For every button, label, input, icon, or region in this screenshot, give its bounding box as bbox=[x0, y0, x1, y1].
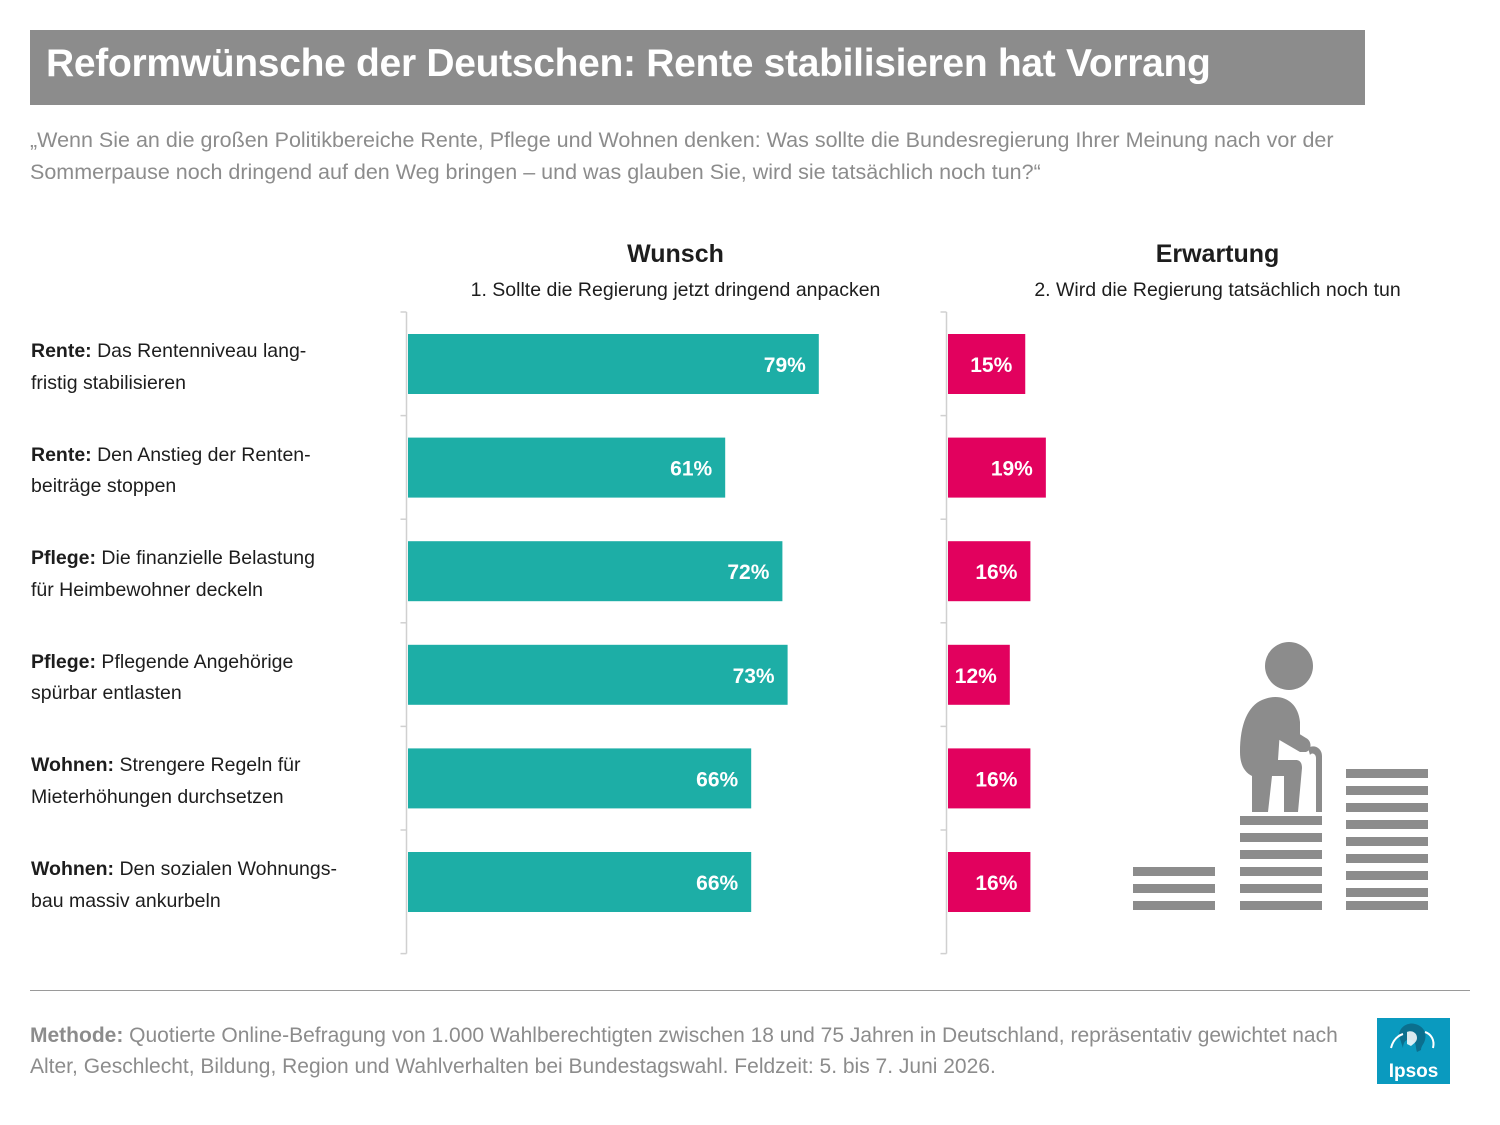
category-text-line1: Pflegende Angehörige bbox=[96, 650, 294, 673]
coin-stack-medium-icon bbox=[1240, 816, 1322, 910]
wunsch-value-label-0: 79% bbox=[764, 354, 806, 377]
erwartung-series-description: 2. Wird die Regierung tatsächlich noch t… bbox=[1034, 279, 1401, 301]
erwartung-header: Erwartung 2. Wird die Regierung tatsächl… bbox=[990, 240, 1445, 302]
category-topic: Rente: bbox=[31, 340, 92, 362]
chart-bars: 79% 61% 72% 73% 66% 66% 15% 19% 16% 12% 16% 16% bbox=[408, 334, 1046, 912]
wunsch-value-label-5: 66% bbox=[696, 872, 738, 895]
footer-divider bbox=[30, 990, 1470, 991]
wunsch-bar-1 bbox=[408, 437, 726, 498]
category-label-5: Wohnen: Den sozialen Wohnungs-bau massiv… bbox=[31, 854, 401, 917]
chart-subtitle: „Wenn Sie an die großen Politikbereiche … bbox=[30, 128, 1334, 184]
category-text-line2: Mieterhöhungen durchsetzen bbox=[31, 785, 284, 808]
category-topic: Wohnen: bbox=[31, 858, 115, 880]
category-text-line2: für Heimbewohner deckeln bbox=[31, 578, 263, 601]
erwartung-value-label-2: 16% bbox=[975, 561, 1017, 584]
coin-stack-large-icon bbox=[1346, 769, 1428, 910]
wunsch-series-description: 1. Sollte die Regierung jetzt dringend a… bbox=[470, 279, 881, 301]
erwartung-bar-2 bbox=[948, 541, 1031, 602]
wunsch-value-label-4: 66% bbox=[696, 768, 738, 791]
erwartung-value-label-4: 16% bbox=[975, 768, 1017, 791]
erwartung-value-label-1: 19% bbox=[991, 458, 1033, 481]
elderly-person-icon bbox=[1240, 642, 1322, 812]
erwartung-bar-4 bbox=[948, 748, 1031, 809]
category-topic: Pflege: bbox=[31, 547, 97, 570]
coin-stack-small-icon bbox=[1133, 867, 1215, 910]
chart-axes bbox=[400, 311, 948, 955]
category-text-line1: Strengere Regeln für bbox=[114, 754, 301, 777]
wunsch-bar-2 bbox=[408, 541, 783, 602]
erwartung-value-label-5: 16% bbox=[975, 872, 1017, 895]
category-text-line1: Den Anstieg der Renten- bbox=[91, 443, 311, 466]
ipsos-logo: Ipsos bbox=[1377, 1018, 1450, 1084]
category-text-line2: beiträge stoppen bbox=[31, 475, 177, 498]
erwartung-bar-3 bbox=[948, 644, 1010, 705]
wunsch-bar-5 bbox=[408, 852, 752, 912]
erwartung-series-name: Erwartung bbox=[1155, 240, 1280, 268]
category-topic: Pflege: bbox=[31, 650, 97, 673]
category-label-1: Rente: Den Anstieg der Renten-beiträge s… bbox=[31, 440, 401, 503]
erwartung-bar-0 bbox=[948, 334, 1026, 394]
chart-title: Reformwünsche der Deutschen: Rente stabi… bbox=[46, 42, 1211, 85]
category-label-2: Pflege: Die finanzielle Belastung für Hei… bbox=[31, 543, 401, 606]
erwartung-bar-5 bbox=[948, 852, 1031, 912]
category-text-line1: Das Rentenniveau lang- bbox=[91, 340, 307, 362]
method-label: Methode: bbox=[30, 1024, 124, 1047]
category-label-3: Pflege: Pflegende Angehörige spürbar entl… bbox=[31, 647, 401, 710]
category-label-4: Wohnen: Strengere Regeln für Mieterhöhung… bbox=[31, 750, 401, 813]
erwartung-bar-1 bbox=[948, 437, 1046, 498]
wunsch-series-name: Wunsch bbox=[627, 240, 724, 268]
category-text-line2: bau massiv ankurbeln bbox=[31, 889, 221, 912]
wunsch-header: Wunsch 1. Sollte die Regierung jetzt dri… bbox=[408, 240, 943, 302]
category-topic: Wohnen: bbox=[31, 754, 115, 777]
category-text-line2: fristig stabilisieren bbox=[31, 371, 186, 394]
elderly-person-on-coin-stacks-icon bbox=[1133, 642, 1428, 910]
category-topic: Rente: bbox=[31, 443, 92, 466]
method-text: Quotierte Online-Befragung von 1.000 Wah… bbox=[30, 1024, 1338, 1078]
ipsos-logo-text: Ipsos bbox=[1389, 1061, 1439, 1082]
wunsch-value-label-3: 73% bbox=[733, 665, 775, 688]
wunsch-bar-0 bbox=[408, 334, 819, 394]
wunsch-value-label-1: 61% bbox=[670, 458, 712, 481]
category-text-line1: Die finanzielle Belastung bbox=[96, 547, 315, 570]
category-label-0: Rente: Das Rentenniveau lang-fristig sta… bbox=[31, 336, 401, 399]
method-note: Methode: Quotierte Online-Befragung von … bbox=[30, 1020, 1370, 1082]
title-bar: Reformwünsche der Deutschen: Rente stabi… bbox=[30, 30, 1365, 105]
wunsch-bar-4 bbox=[408, 748, 752, 809]
erwartung-value-label-0: 15% bbox=[970, 354, 1012, 377]
category-text-line1: Den sozialen Wohnungs- bbox=[114, 858, 337, 880]
category-text-line2: spürbar entlasten bbox=[31, 682, 182, 705]
wunsch-bar-3 bbox=[408, 644, 788, 705]
wunsch-value-label-2: 72% bbox=[727, 561, 769, 584]
erwartung-value-label-3: 12% bbox=[955, 665, 997, 688]
